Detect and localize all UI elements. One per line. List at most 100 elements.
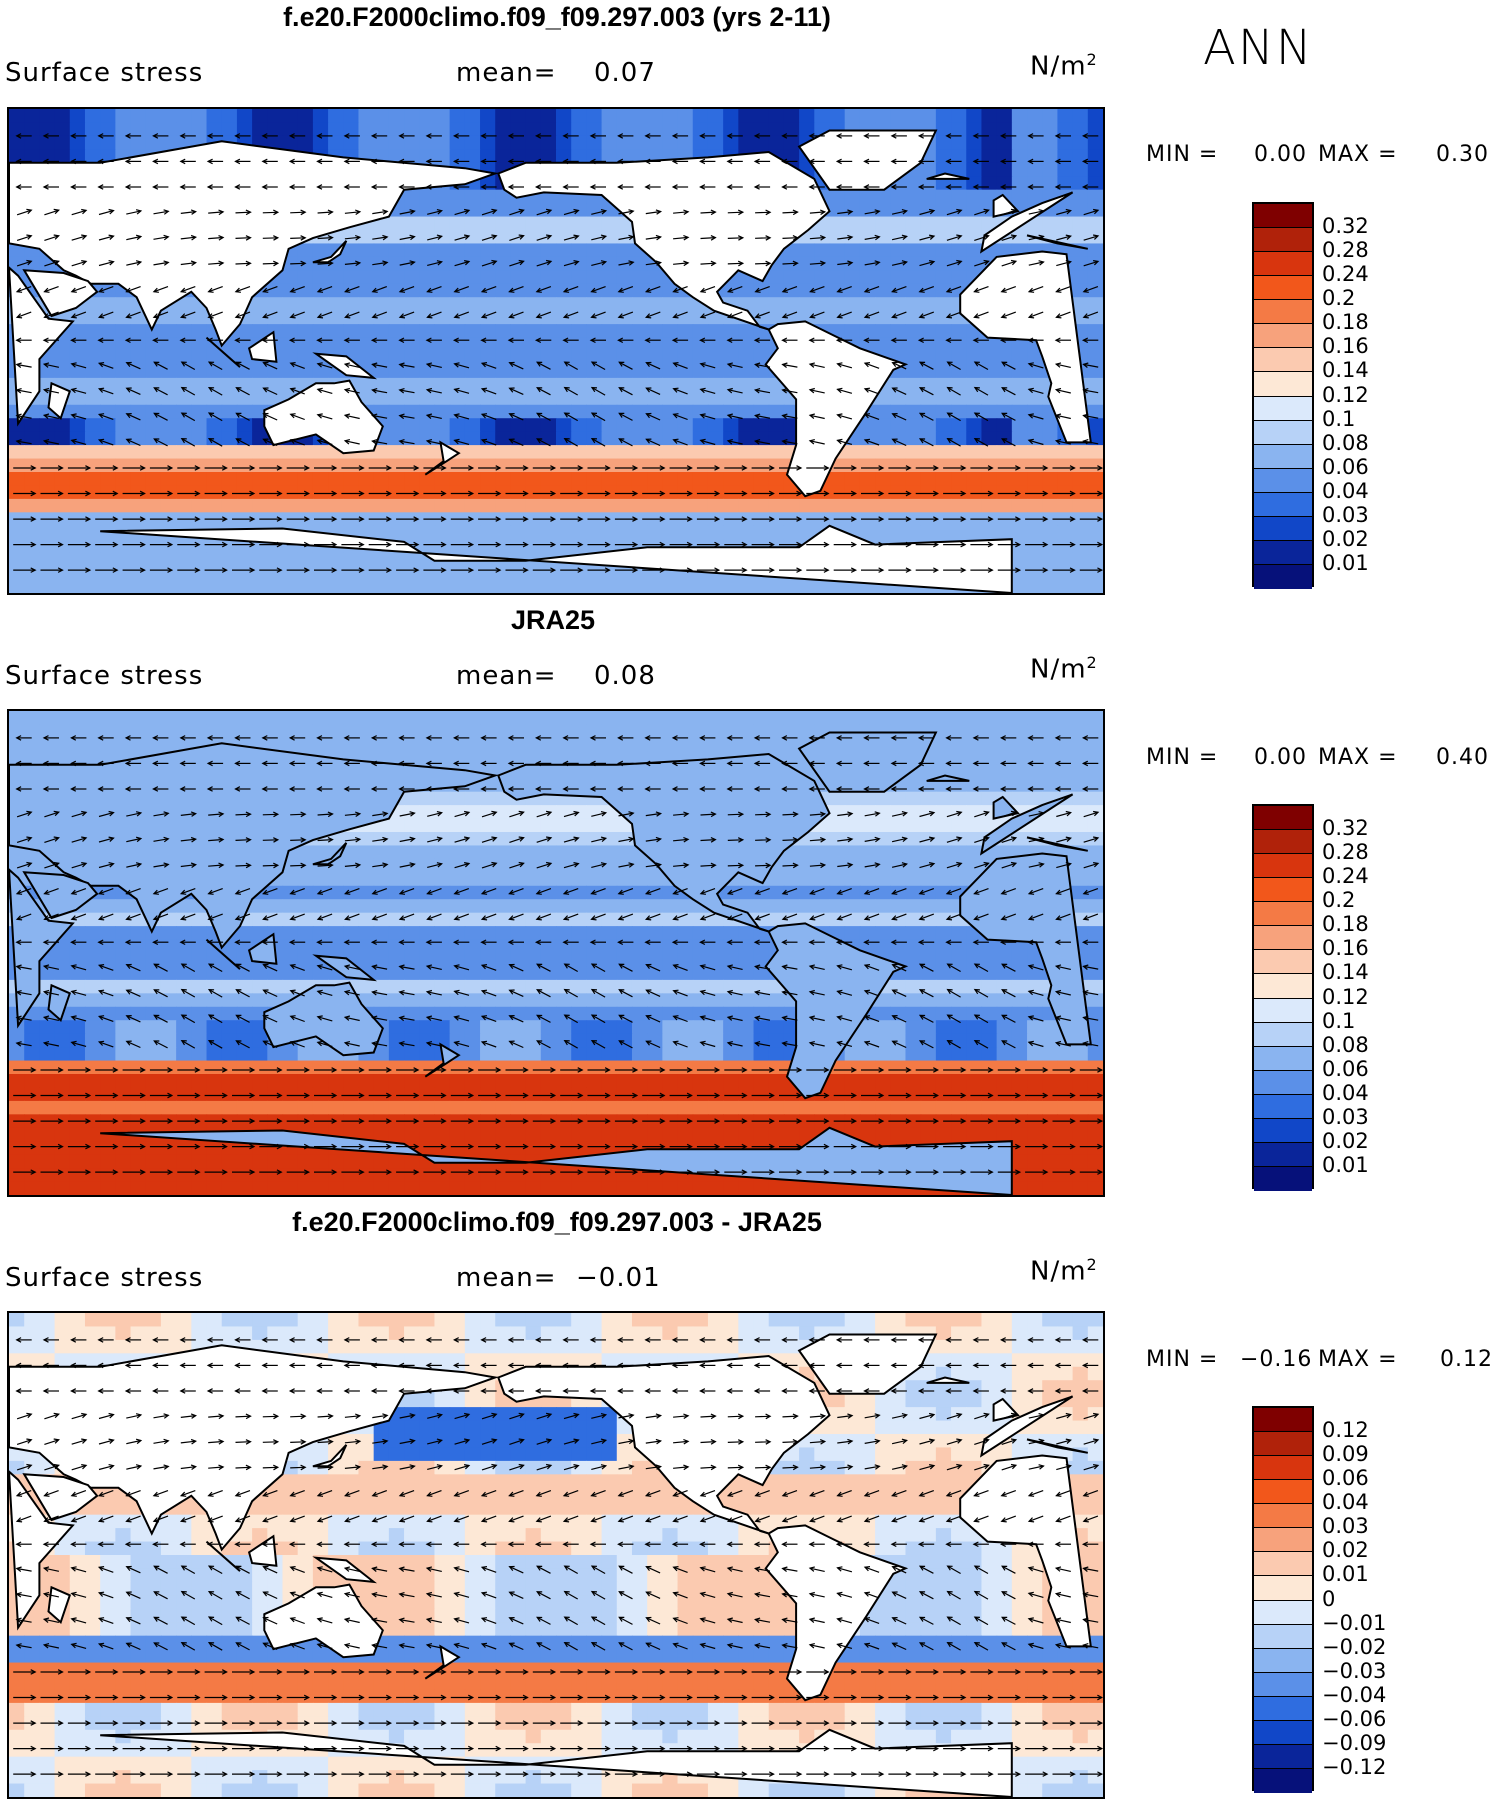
field-cell bbox=[434, 324, 451, 339]
field-cell bbox=[464, 791, 481, 806]
field-cell bbox=[935, 858, 952, 873]
field-cell bbox=[1087, 351, 1103, 366]
wind-vector bbox=[478, 541, 502, 548]
field-cell bbox=[966, 243, 983, 258]
field-cell bbox=[723, 579, 739, 593]
field-cell bbox=[419, 566, 436, 581]
wind-vector bbox=[642, 465, 666, 471]
panel-1-mean-value: 0.07 bbox=[594, 58, 656, 88]
field-cell bbox=[844, 256, 861, 271]
field-cell bbox=[236, 498, 253, 513]
field-cell bbox=[358, 711, 375, 726]
field-cell bbox=[707, 724, 724, 739]
wind-vector bbox=[943, 516, 967, 522]
field-cell bbox=[525, 256, 542, 271]
field-cell bbox=[905, 310, 922, 325]
field-cell bbox=[829, 818, 846, 833]
field-cell bbox=[236, 351, 253, 366]
field-cell bbox=[935, 818, 952, 833]
field-cell bbox=[586, 953, 603, 968]
colorbar-swatch bbox=[1254, 492, 1312, 517]
field-cell bbox=[844, 885, 861, 900]
field-cell bbox=[814, 845, 831, 860]
wind-vector bbox=[560, 541, 584, 548]
field-cell bbox=[601, 485, 618, 500]
field-cell bbox=[662, 297, 679, 312]
field-cell bbox=[54, 122, 71, 137]
wind-vector bbox=[753, 184, 771, 190]
field-cell bbox=[768, 418, 785, 433]
wind-vector bbox=[997, 490, 1022, 497]
field-cell bbox=[221, 579, 238, 593]
field-cell bbox=[373, 737, 390, 752]
field-cell bbox=[39, 498, 56, 513]
field-cell bbox=[495, 926, 512, 941]
field-cell bbox=[540, 377, 557, 392]
field-cell bbox=[601, 724, 618, 739]
wind-vector bbox=[999, 158, 1017, 165]
field-cell bbox=[586, 872, 603, 887]
field-cell bbox=[586, 899, 603, 914]
field-cell bbox=[480, 216, 496, 231]
field-cell bbox=[115, 737, 132, 752]
wind-vector bbox=[70, 362, 87, 369]
wind-vector bbox=[508, 286, 524, 293]
field-cell bbox=[419, 525, 436, 540]
wind-vector bbox=[1054, 438, 1071, 445]
wind-vector bbox=[398, 388, 415, 394]
field-cell bbox=[875, 297, 891, 312]
field-cell bbox=[935, 135, 952, 150]
wind-vector bbox=[262, 209, 280, 216]
wind-vector bbox=[371, 362, 388, 368]
field-cell bbox=[1042, 216, 1059, 231]
field-cell bbox=[495, 230, 512, 245]
field-cell bbox=[495, 885, 512, 900]
wind-vector bbox=[672, 286, 688, 293]
field-cell bbox=[707, 912, 724, 927]
field-cell bbox=[1072, 805, 1089, 820]
field-cell bbox=[556, 979, 572, 994]
field-cell bbox=[206, 472, 223, 487]
field-cell bbox=[616, 109, 633, 124]
wind-vector bbox=[1081, 133, 1099, 139]
field-cell bbox=[844, 458, 861, 473]
field-cell bbox=[373, 485, 390, 500]
field-cell bbox=[1027, 737, 1043, 752]
field-cell bbox=[601, 431, 618, 446]
wind-vector bbox=[450, 465, 475, 471]
field-cell bbox=[510, 993, 527, 1008]
wind-vector bbox=[779, 490, 803, 497]
wind-vector bbox=[617, 158, 634, 165]
wind-vector bbox=[179, 311, 196, 319]
field-cell bbox=[966, 391, 983, 406]
field-cell bbox=[571, 122, 587, 137]
field-cell bbox=[1027, 579, 1043, 593]
field-cell bbox=[130, 404, 147, 419]
field-cell bbox=[1011, 993, 1028, 1008]
field-cell bbox=[920, 472, 937, 487]
field-cell bbox=[525, 216, 542, 231]
field-cell bbox=[814, 899, 831, 914]
wind-vector bbox=[669, 490, 693, 497]
field-cell bbox=[631, 885, 648, 900]
wind-vector bbox=[122, 567, 146, 573]
field-cell bbox=[145, 364, 162, 379]
wind-vector bbox=[507, 184, 524, 190]
field-cell bbox=[312, 899, 329, 914]
field-cell bbox=[297, 926, 314, 941]
wind-vector bbox=[423, 465, 447, 471]
field-cell bbox=[920, 337, 937, 352]
field-cell bbox=[525, 431, 542, 446]
field-cell bbox=[586, 579, 603, 593]
wind-vector bbox=[562, 158, 579, 165]
field-cell bbox=[631, 525, 648, 540]
field-cell bbox=[434, 472, 451, 487]
field-cell bbox=[328, 872, 344, 887]
field-cell bbox=[586, 230, 603, 245]
wind-vector bbox=[372, 234, 389, 241]
field-cell bbox=[176, 926, 192, 941]
field-cell bbox=[419, 791, 436, 806]
field-cell bbox=[1072, 818, 1089, 833]
field-cell bbox=[160, 458, 177, 473]
field-cell bbox=[981, 109, 998, 124]
